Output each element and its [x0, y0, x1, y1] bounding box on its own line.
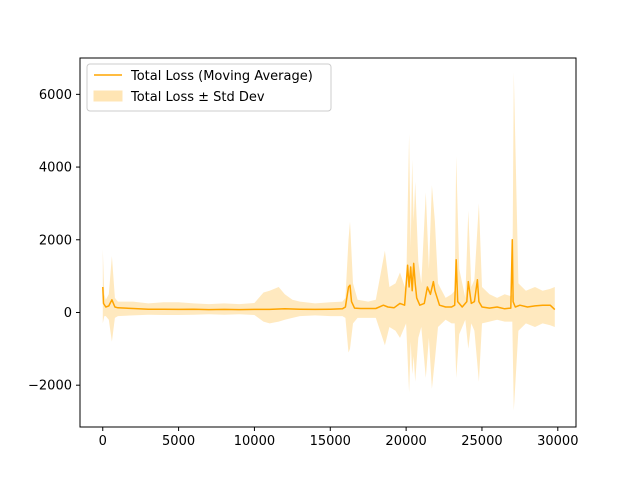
plot-area: [102, 72, 556, 411]
y-axis: −2000 0 2000 4000 6000: [28, 88, 80, 394]
x-axis: 0 5000 10000 15000 20000 25000 30000: [99, 427, 578, 449]
legend-box: [86, 63, 332, 112]
x-tick-label: 15000: [310, 434, 351, 449]
x-tick-label: 30000: [537, 434, 578, 449]
x-tick-label: 0: [99, 434, 107, 449]
x-tick-label: 10000: [234, 434, 275, 449]
y-tick-label: 6000: [39, 88, 72, 103]
moving-average-line: [102, 239, 556, 311]
x-tick-label: 5000: [162, 434, 195, 449]
x-tick-label: 20000: [385, 434, 426, 449]
y-tick-label: −2000: [28, 379, 72, 394]
legend-label-std-dev: Total Loss ± Std Dev: [130, 90, 265, 105]
x-tick-label: 25000: [461, 434, 502, 449]
legend: Total Loss (Moving Average) Total Loss ±…: [86, 63, 332, 112]
y-tick-label: 4000: [39, 161, 72, 176]
y-tick-label: 2000: [39, 233, 72, 248]
legend-band-swatch: [93, 90, 123, 102]
y-tick-label: 0: [64, 306, 72, 321]
legend-label-moving-average: Total Loss (Moving Average): [130, 69, 313, 84]
axes-frame: [79, 57, 577, 428]
